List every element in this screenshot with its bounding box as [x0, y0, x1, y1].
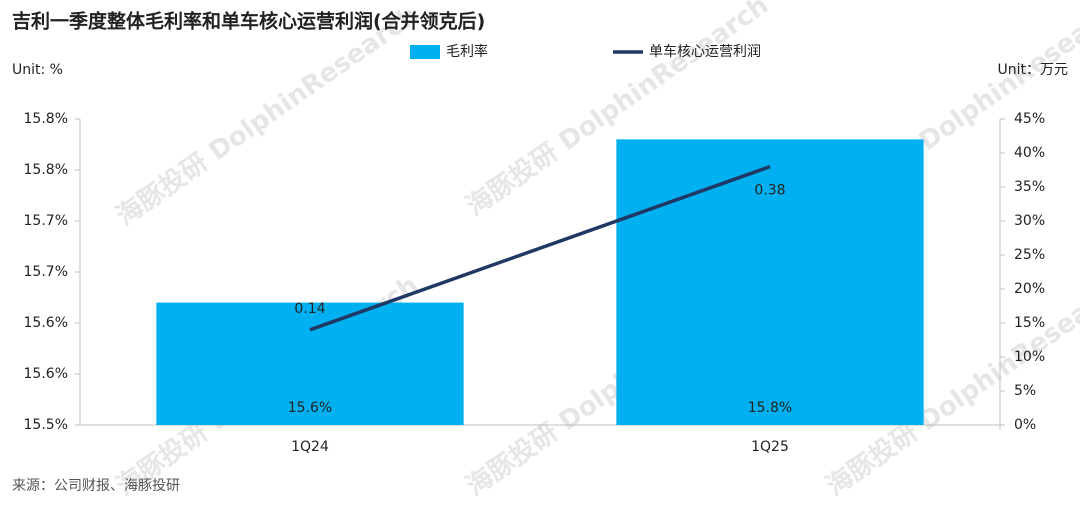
y2-tick-label: 15% — [1014, 315, 1045, 331]
bar-value-label: 15.6% — [288, 400, 332, 416]
legend-swatch — [410, 45, 440, 59]
legend-label: 单车核心运营利润 — [649, 43, 761, 60]
y-tick-label: 15.8% — [24, 162, 68, 178]
y2-axis-label: Unit：万元 — [998, 62, 1069, 78]
y2-tick-label: 45% — [1014, 111, 1045, 127]
source: 来源：公司财报、海豚投研 — [12, 478, 180, 494]
y-tick-label: 15.6% — [24, 366, 68, 382]
bar-value-label: 15.8% — [748, 400, 792, 416]
y-tick-label: 15.7% — [24, 213, 68, 229]
bar — [616, 139, 924, 425]
line — [309, 164, 771, 332]
y2-tick-label: 40% — [1014, 145, 1045, 161]
y2-tick-label: 10% — [1014, 349, 1045, 365]
x-tick-label: 1Q24 — [291, 439, 329, 455]
y2-tick-label: 35% — [1014, 179, 1045, 195]
y2-tick-label: 5% — [1014, 383, 1036, 399]
watermarks: 海豚投研 DolphinResearch 海豚投研 DolphinResearc… — [111, 0, 1080, 502]
y-tick-label: 15.8% — [24, 111, 68, 127]
chart-title: 吉利一季度整体毛利率和单车核心运营利润(合并领克后) — [12, 10, 485, 33]
y-axis-label: Unit: % — [12, 62, 63, 78]
y-tick-label: 15.7% — [24, 264, 68, 280]
legend-label: 毛利率 — [446, 43, 488, 60]
bar — [156, 302, 464, 425]
y2-tick-label: 20% — [1014, 281, 1045, 297]
y2-tick-label: 0% — [1014, 417, 1036, 433]
line-value-label: 0.14 — [294, 301, 325, 317]
y-tick-label: 15.5% — [24, 417, 68, 433]
line-value-label: 0.38 — [754, 183, 785, 199]
y2-tick-label: 30% — [1014, 213, 1045, 229]
x-tick-label: 1Q25 — [751, 439, 789, 455]
y-tick-label: 15.6% — [24, 315, 68, 331]
watermark: 海豚投研 DolphinResearch — [111, 0, 424, 232]
y2-tick-label: 25% — [1014, 247, 1045, 263]
